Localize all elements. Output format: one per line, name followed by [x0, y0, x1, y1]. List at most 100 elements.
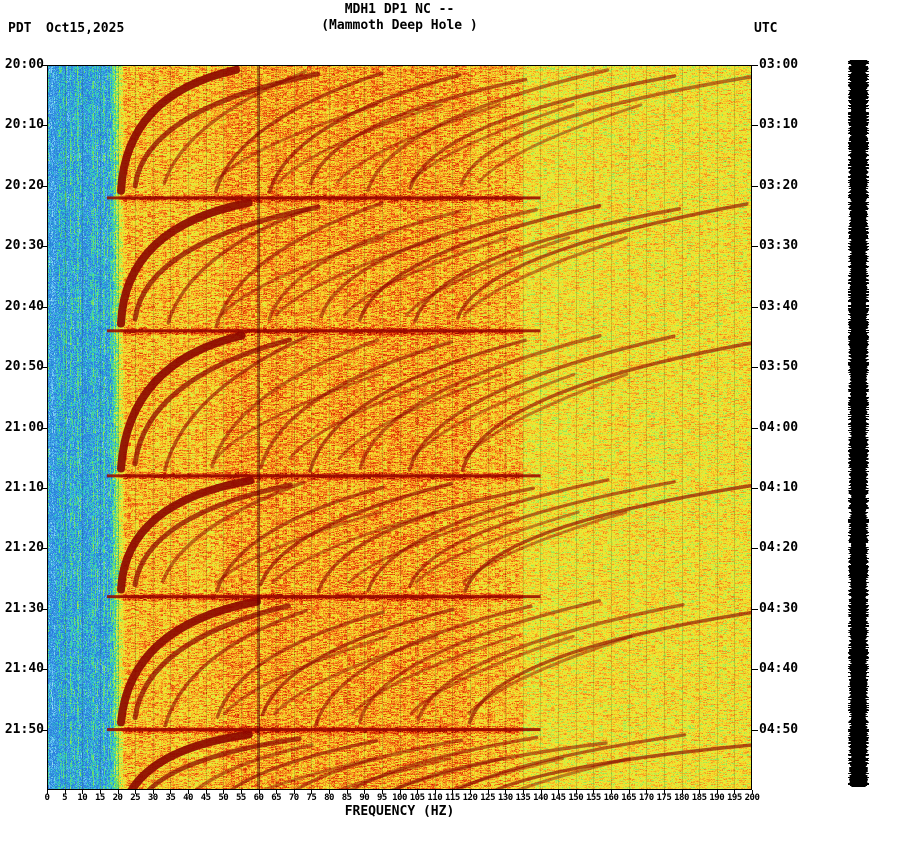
frequency-tick-label: 155 — [585, 793, 601, 803]
left-time-label: 21:00 — [4, 419, 44, 435]
axis-tick — [41, 65, 47, 66]
frequency-tick-label: 100 — [392, 793, 407, 803]
axis-tick — [346, 790, 348, 794]
axis-tick — [99, 790, 101, 794]
right-time-label: 03:00 — [759, 57, 799, 72]
axis-tick — [646, 790, 648, 794]
axis-tick — [752, 487, 758, 489]
axis-tick — [41, 306, 47, 308]
axis-tick — [505, 790, 507, 794]
axis-tick — [117, 790, 119, 794]
frequency-tick-label: 80 — [324, 793, 334, 803]
axis-tick — [170, 790, 172, 794]
frequency-tick-label: 5 — [62, 793, 68, 803]
left-time-label: 20:50 — [4, 359, 44, 375]
timezone-left-label: PDT — [8, 21, 32, 36]
axis-tick — [41, 427, 47, 429]
axis-tick — [41, 185, 47, 187]
axis-tick — [752, 306, 758, 308]
axis-tick — [41, 548, 47, 550]
frequency-axis-title: FREQUENCY (HZ) — [344, 804, 455, 819]
frequency-tick-label: 65 — [271, 793, 282, 803]
left-time-label: 21:40 — [4, 661, 44, 677]
frequency-tick-label: 15 — [94, 793, 105, 803]
left-time-label: 21:20 — [4, 540, 44, 556]
frequency-tick-label: 170 — [638, 793, 654, 803]
axis-tick — [752, 427, 758, 429]
frequency-tick-label: 45 — [200, 793, 211, 803]
axis-tick — [522, 790, 524, 794]
frequency-tick-label: 30 — [147, 793, 158, 803]
right-time-label: 03:20 — [759, 177, 799, 193]
axis-tick — [752, 185, 758, 187]
frequency-tick-label: 125 — [480, 793, 495, 803]
frequency-tick-label: 165 — [621, 793, 636, 803]
frequency-tick-label: 50 — [218, 793, 229, 803]
right-time-label: 03:10 — [759, 117, 799, 133]
axis-tick — [205, 790, 207, 794]
right-time-label: 03:40 — [759, 298, 799, 314]
axis-tick — [381, 790, 383, 794]
left-time-label: 20:00 — [4, 57, 44, 72]
frequency-tick-label: 40 — [183, 793, 193, 803]
axis-tick — [258, 790, 260, 794]
right-time-label: 04:30 — [759, 600, 799, 616]
frequency-tick-label: 185 — [691, 793, 707, 803]
axis-tick — [452, 790, 454, 794]
axis-tick — [311, 790, 313, 794]
axis-tick — [734, 790, 736, 794]
frequency-tick-label: 25 — [130, 793, 141, 803]
plot-title-line2: (Mammoth Deep Hole ) — [321, 18, 478, 33]
frequency-tick-label: 190 — [709, 793, 725, 803]
axis-tick — [41, 729, 47, 731]
axis-tick — [417, 790, 419, 794]
frequency-tick-label: 60 — [253, 793, 264, 803]
axis-tick — [41, 669, 47, 671]
axis-tick — [752, 669, 758, 671]
axis-tick — [240, 790, 242, 794]
axis-tick — [487, 790, 489, 794]
frequency-tick-label: 55 — [235, 793, 246, 803]
right-time-label: 04:10 — [759, 479, 799, 495]
axis-tick — [752, 367, 758, 369]
axis-tick — [752, 125, 758, 127]
axis-tick — [41, 608, 47, 610]
frequency-tick-label: 180 — [674, 793, 689, 803]
seismic-trace-bar — [848, 60, 869, 787]
axis-tick — [276, 790, 278, 794]
frequency-tick-label: 10 — [77, 793, 88, 803]
frequency-tick-label: 0 — [44, 793, 50, 803]
axis-tick — [752, 548, 758, 550]
spectrogram-canvas — [47, 65, 752, 790]
frequency-tick-label: 90 — [359, 793, 370, 803]
frequency-tick-label: 200 — [744, 793, 760, 803]
axis-tick — [434, 790, 436, 794]
frequency-tick-label: 195 — [726, 793, 742, 803]
right-time-label: 04:50 — [759, 721, 799, 737]
axis-tick — [752, 65, 758, 66]
frequency-tick-label: 160 — [603, 793, 619, 803]
plot-title-line1: MDH1 DP1 NC -- — [344, 2, 455, 17]
frequency-tick-label: 110 — [427, 793, 443, 803]
left-time-label: 21:10 — [4, 479, 44, 495]
axis-tick — [663, 790, 665, 794]
frequency-tick-label: 95 — [376, 793, 387, 803]
axis-tick — [41, 125, 47, 127]
right-time-label: 04:00 — [759, 419, 799, 435]
frequency-tick-label: 115 — [444, 793, 460, 803]
frequency-tick-label: 140 — [533, 793, 548, 803]
axis-tick — [152, 790, 154, 794]
left-time-label: 20:20 — [4, 177, 44, 193]
axis-tick — [716, 790, 718, 794]
frequency-tick-label: 20 — [112, 793, 123, 803]
right-time-label: 04:40 — [759, 661, 799, 677]
axis-tick — [752, 246, 758, 248]
frequency-tick-label: 120 — [462, 793, 478, 803]
axis-tick — [188, 790, 189, 794]
axis-tick — [41, 367, 47, 369]
axis-tick — [611, 790, 612, 794]
frequency-tick-label: 70 — [288, 793, 299, 803]
axis-tick — [399, 790, 401, 794]
axis-tick — [681, 790, 683, 794]
